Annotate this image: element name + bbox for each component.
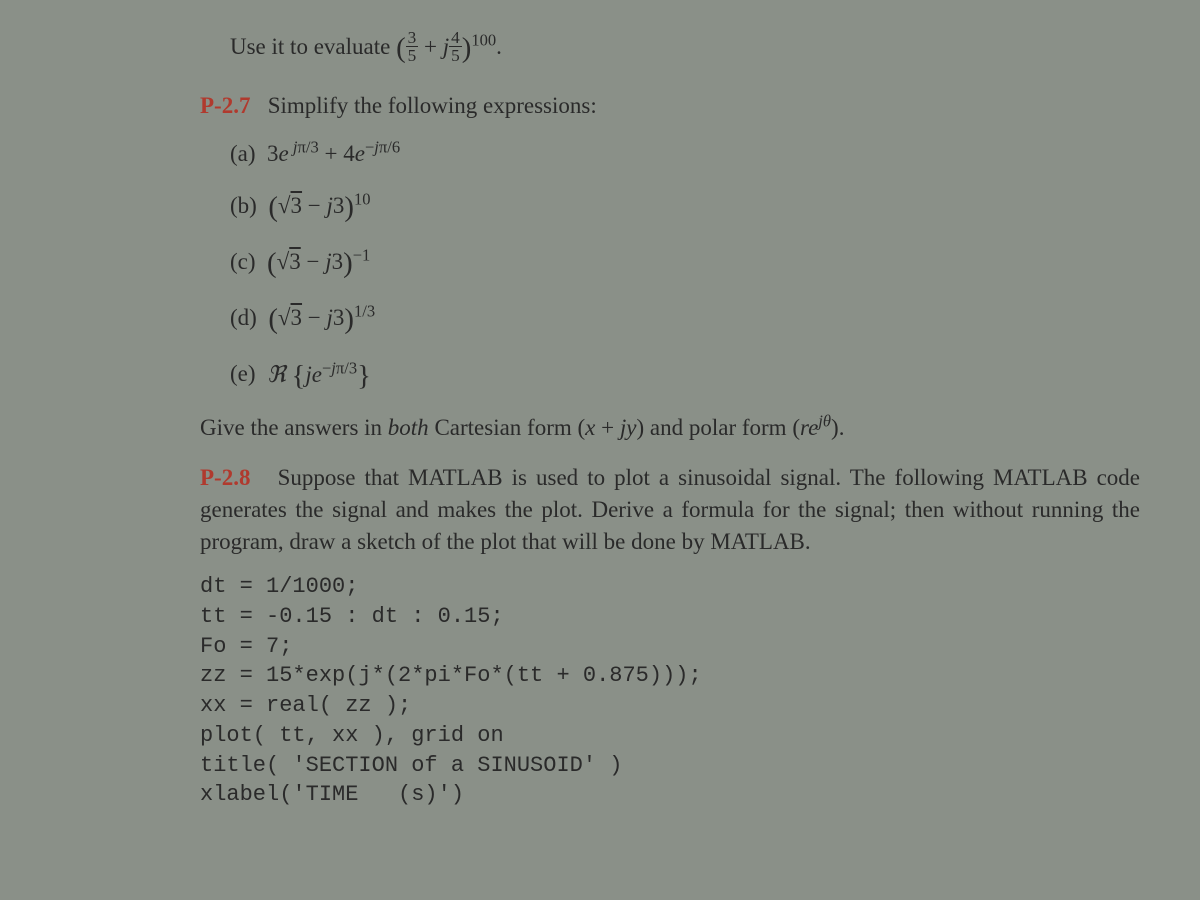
p27-item: (a) 3e jπ/3 + 4e−jπ/6 <box>200 138 1140 170</box>
p27-item-tag: (b) <box>230 193 257 218</box>
page: Use it to evaluate (35 + j45)100. P-2.7 … <box>0 0 1200 840</box>
p28-block: P-2.8 Suppose that MATLAB is used to plo… <box>200 462 1140 559</box>
p27-item-expr: (√3 − j3)−1 <box>267 249 370 274</box>
p27-label: P-2.7 <box>200 93 250 118</box>
p27-header: P-2.7 Simplify the following expressions… <box>200 90 1140 122</box>
p27-item-tag: (e) <box>230 362 256 387</box>
p27-item-tag: (d) <box>230 305 257 330</box>
p27-item: (d) (√3 − j3)1/3 <box>200 299 1140 339</box>
p27-item-expr: 3e jπ/3 + 4e−jπ/6 <box>267 141 400 166</box>
intro-line: Use it to evaluate (35 + j45)100. <box>200 28 1140 68</box>
p27-item-expr: (√3 − j3)1/3 <box>268 305 375 330</box>
p28-text: Suppose that MATLAB is used to plot a si… <box>200 465 1140 554</box>
intro-prefix: Use it to evaluate <box>230 34 396 59</box>
matlab-code: dt = 1/1000; tt = -0.15 : dt : 0.15; Fo … <box>200 572 1140 810</box>
p27-note: Give the answers in both Cartesian form … <box>200 412 1140 444</box>
intro-expression: (35 + j45)100. <box>396 34 502 59</box>
p27-item-expr: (√3 − j3)10 <box>268 193 370 218</box>
p28-label: P-2.8 <box>200 465 250 490</box>
p27-items: (a) 3e jπ/3 + 4e−jπ/6 (b) (√3 − j3)10 (c) … <box>200 138 1140 395</box>
p27-item-tag: (c) <box>230 249 256 274</box>
p27-title: Simplify the following expressions: <box>268 93 597 118</box>
p27-note-text: Give the answers in both Cartesian form … <box>200 415 844 440</box>
p27-item-expr: ℜ {je−jπ/3} <box>267 362 371 387</box>
p27-item: (c) (√3 − j3)−1 <box>200 243 1140 283</box>
p27-item: (b) (√3 − j3)10 <box>200 187 1140 227</box>
p27-item: (e) ℜ {je−jπ/3} <box>200 355 1140 395</box>
p27-item-tag: (a) <box>230 141 256 166</box>
